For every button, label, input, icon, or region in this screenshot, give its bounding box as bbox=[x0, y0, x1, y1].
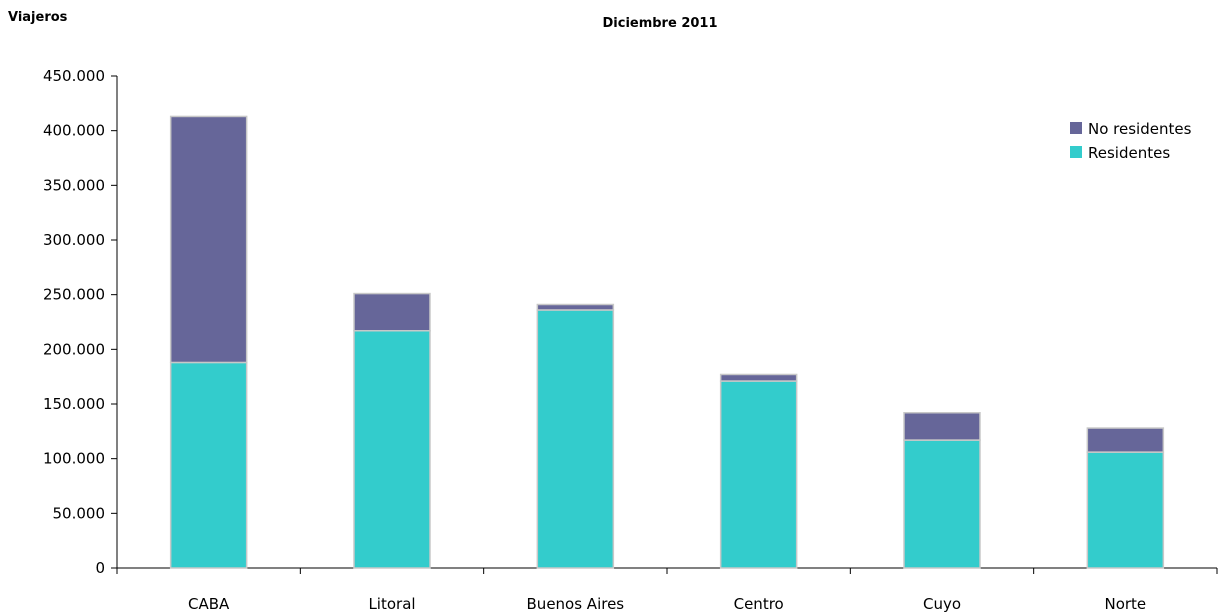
y-tick-label: 300.000 bbox=[43, 231, 105, 249]
legend-label: No residentes bbox=[1088, 120, 1192, 138]
bar-segment-no-residentes bbox=[536, 303, 615, 311]
y-tick-label: 200.000 bbox=[43, 340, 105, 358]
legend: No residentes Residentes bbox=[1070, 120, 1192, 162]
x-tick-label: Litoral bbox=[368, 595, 415, 613]
bar-segment-no-residentes bbox=[903, 411, 981, 441]
bar-segment-residentes bbox=[169, 361, 248, 569]
bar-segment-residentes bbox=[719, 380, 798, 569]
bar-segment-no-residentes bbox=[719, 373, 798, 382]
bar-segment-no-residentes bbox=[353, 292, 431, 332]
y-tick-label: 250.000 bbox=[43, 286, 105, 304]
bar-segment-residentes bbox=[536, 309, 615, 569]
y-axis: 0 50.000 100.000 150.000 200.000 250.000 300.0… bbox=[43, 67, 118, 577]
x-axis: CABA Litoral Buenos Aires Centro Cuyo Norte bbox=[116, 567, 1218, 613]
x-tick-label: Centro bbox=[734, 595, 784, 613]
bar-segment-no-residentes bbox=[1086, 427, 1165, 453]
bar-segment-residentes bbox=[903, 439, 981, 569]
x-tick-label: CABA bbox=[188, 595, 230, 613]
y-tick-label: 450.000 bbox=[43, 67, 105, 85]
x-tick-label: Cuyo bbox=[923, 595, 961, 613]
y-tick-label: 100.000 bbox=[43, 450, 105, 468]
y-axis-title: Viajeros bbox=[8, 10, 68, 25]
y-tick-label: 50.000 bbox=[53, 504, 106, 522]
bar-segment-residentes bbox=[353, 329, 431, 569]
y-tick-label: 400.000 bbox=[43, 122, 105, 140]
chart-title: Diciembre 2011 bbox=[602, 16, 718, 31]
y-tick-label: 0 bbox=[95, 559, 105, 577]
legend-swatch bbox=[1070, 122, 1082, 134]
x-tick-label: Norte bbox=[1104, 595, 1146, 613]
x-tick-label: Buenos Aires bbox=[527, 595, 625, 613]
y-tick-label: 150.000 bbox=[43, 395, 105, 413]
legend-swatch bbox=[1070, 146, 1082, 158]
bars bbox=[169, 115, 1165, 569]
bar-segment-no-residentes bbox=[169, 115, 248, 364]
bar-segment-residentes bbox=[1086, 451, 1165, 569]
y-tick-label: 350.000 bbox=[43, 176, 105, 194]
legend-label: Residentes bbox=[1088, 144, 1170, 162]
